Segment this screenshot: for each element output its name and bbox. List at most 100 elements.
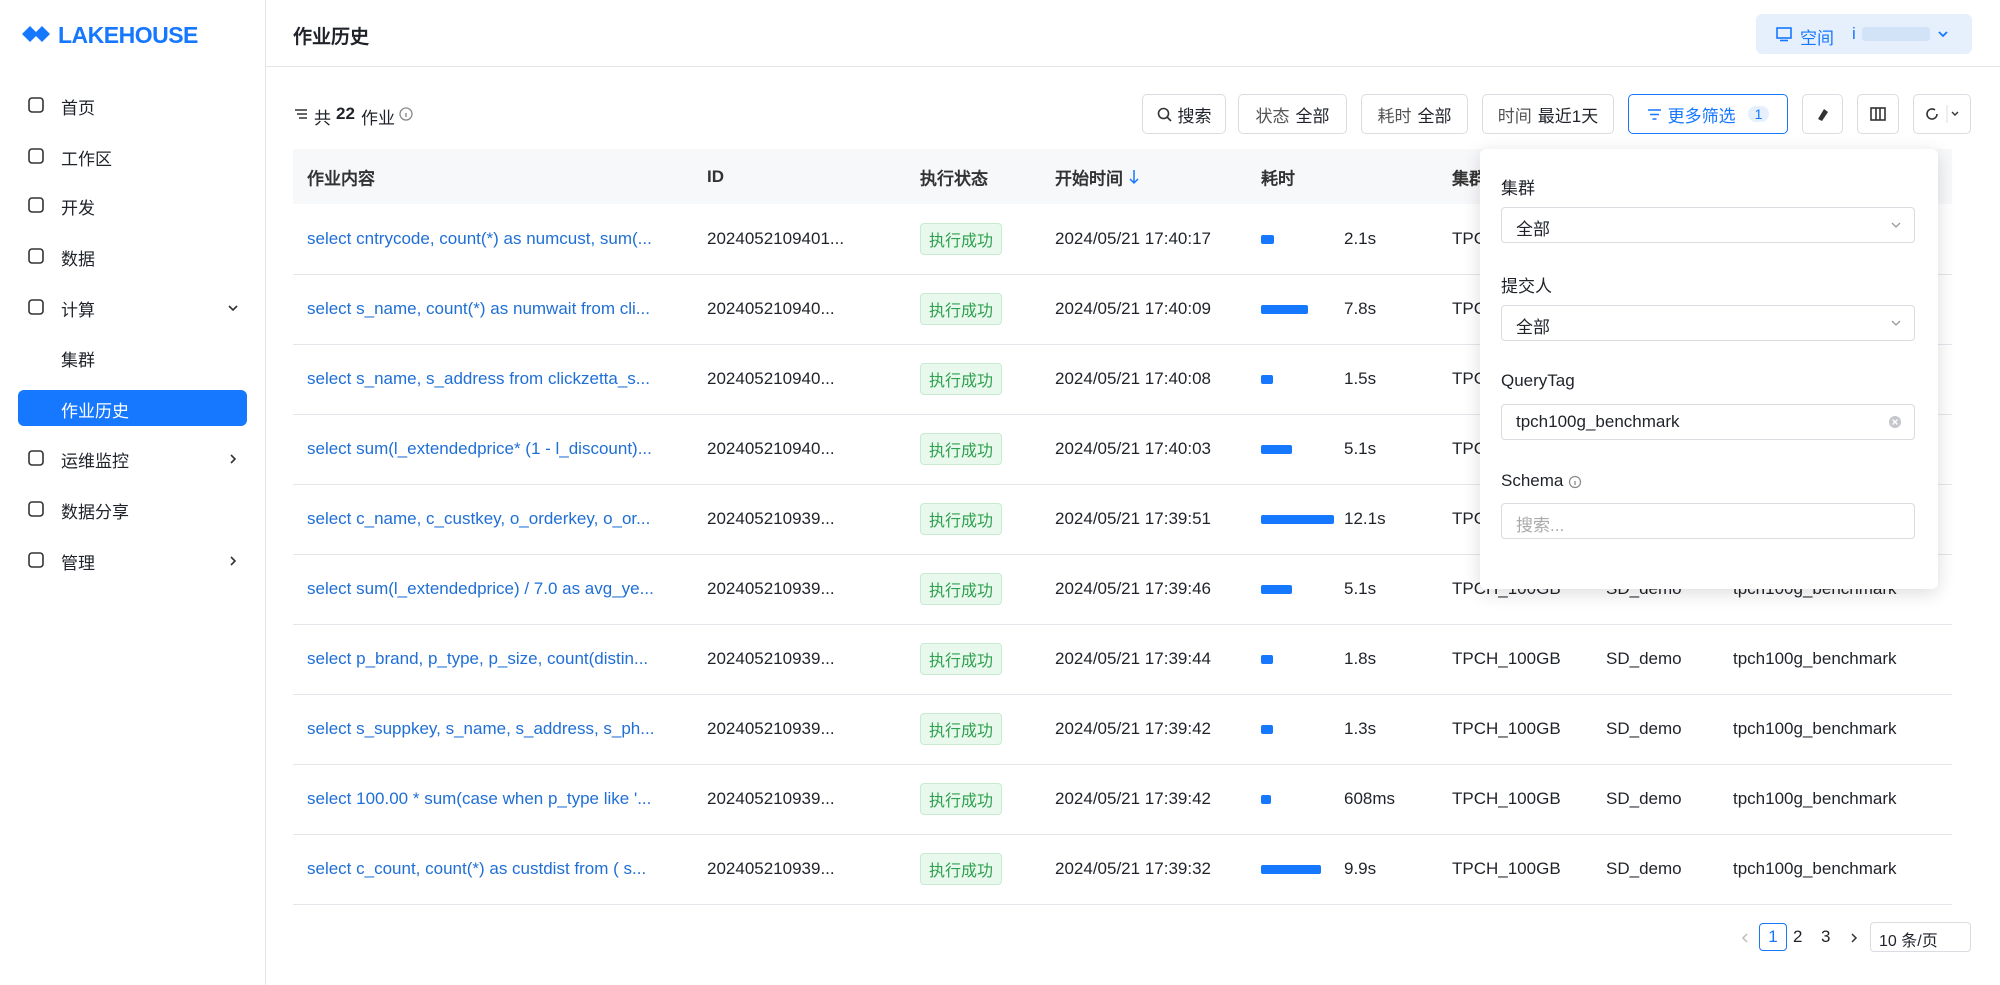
nav-item[interactable]: 工作区 bbox=[61, 150, 112, 169]
space-name-mask bbox=[1862, 27, 1930, 41]
nav-icon-svg bbox=[28, 148, 44, 164]
list-icon bbox=[293, 106, 309, 122]
time-label: 时间 bbox=[1497, 106, 1532, 126]
cell-7: tpch100g_benchmark bbox=[1733, 719, 1897, 738]
cell-7: tpch100g_benchmark bbox=[1733, 789, 1897, 808]
page-next bbox=[1847, 930, 1861, 944]
nav-item[interactable]: 管理 bbox=[61, 554, 95, 573]
job-sql-link[interactable]: select s_name, s_address from clickzetta… bbox=[307, 369, 650, 388]
nav-item[interactable]: 运维监控 bbox=[61, 452, 129, 471]
cell-1: 2024052109401... bbox=[707, 229, 845, 248]
column-header: 集群 bbox=[1452, 169, 1486, 189]
clean-icon bbox=[1817, 109, 1828, 121]
duration-bar bbox=[1261, 305, 1308, 314]
cell-3: 2024/05/21 17:39:44 bbox=[1055, 649, 1211, 668]
status-label: 状态 bbox=[1255, 106, 1290, 126]
search-icon bbox=[1157, 107, 1172, 122]
job-sql-link[interactable]: select sum(l_extendedprice* (1 - l_disco… bbox=[307, 439, 652, 458]
status-badge: 执行成功 bbox=[920, 433, 1003, 465]
nav-item[interactable]: 集群 bbox=[61, 351, 95, 370]
icon-button[interactable] bbox=[1802, 94, 1843, 134]
filter-select[interactable]: tpch100g_benchmark bbox=[1501, 404, 1915, 440]
cell-1: 202405210939... bbox=[707, 789, 835, 808]
status-badge: 执行成功 bbox=[920, 573, 1003, 605]
status-badge: 执行成功 bbox=[920, 503, 1003, 535]
status-badge: 执行成功 bbox=[920, 853, 1003, 885]
info-icon-svg bbox=[399, 107, 413, 121]
icon-button[interactable] bbox=[1913, 94, 1971, 134]
job-count: 22 bbox=[336, 104, 355, 123]
page-number[interactable]: 3 bbox=[1821, 927, 1831, 946]
filter-input[interactable]: 搜索... bbox=[1501, 503, 1915, 539]
duration: 1.3s bbox=[1344, 719, 1377, 738]
column-header: 耗时 bbox=[1261, 169, 1295, 189]
page-prev bbox=[1738, 930, 1752, 944]
status-badge: 执行成功 bbox=[920, 783, 1003, 815]
duration: 1.8s bbox=[1344, 649, 1377, 668]
nav-item[interactable]: 作业历史 bbox=[61, 402, 129, 421]
status-badge: 执行成功 bbox=[920, 363, 1003, 395]
duration-bar bbox=[1261, 655, 1273, 664]
nav-item[interactable]: 计算 bbox=[61, 301, 95, 320]
nav-icon bbox=[27, 247, 45, 265]
cell-3: 2024/05/21 17:39:32 bbox=[1055, 859, 1211, 878]
duration-bar bbox=[1261, 445, 1292, 454]
cell-7: tpch100g_benchmark bbox=[1733, 649, 1897, 668]
nav-icon-svg bbox=[28, 299, 44, 315]
job-sql-link[interactable]: select c_name, c_custkey, o_orderkey, o_… bbox=[307, 509, 651, 528]
cell-5: TPCH_100GB bbox=[1452, 789, 1561, 808]
nav-icon bbox=[27, 449, 45, 467]
job-sql-link[interactable]: select s_name, count(*) as numwait from … bbox=[307, 299, 650, 318]
status-filter[interactable]: 状态 全部 bbox=[1238, 94, 1347, 134]
count-suffix: 作业 bbox=[361, 109, 395, 128]
filter-select[interactable]: 全部 bbox=[1501, 305, 1915, 341]
duration: 9.9s bbox=[1344, 859, 1377, 878]
refresh-icon bbox=[1926, 105, 1959, 123]
job-sql-link[interactable]: select s_suppkey, s_name, s_address, s_p… bbox=[307, 719, 655, 738]
job-sql-link[interactable]: select cntrycode, count(*) as numcust, s… bbox=[307, 229, 652, 248]
duration-label: 耗时 bbox=[1377, 106, 1412, 126]
row-divider bbox=[293, 414, 1952, 415]
nav-icon-svg bbox=[28, 552, 44, 568]
nav-icon bbox=[27, 147, 45, 165]
space-label: 空间 bbox=[1800, 29, 1834, 48]
column-header: 开始时间 bbox=[1055, 169, 1123, 189]
filter-value: 全部 bbox=[1516, 220, 1550, 239]
more-filters-button[interactable]: 更多筛选 1 bbox=[1628, 94, 1788, 134]
column-header: 作业内容 bbox=[307, 169, 375, 189]
row-divider bbox=[293, 274, 1952, 275]
cell-5: TPCH_100GB bbox=[1452, 649, 1561, 668]
nav-item[interactable]: 数据分享 bbox=[61, 503, 129, 522]
cell-1: 202405210939... bbox=[707, 859, 835, 878]
nav-icon-svg bbox=[28, 97, 44, 113]
row-divider bbox=[293, 554, 1952, 555]
icon-button[interactable] bbox=[1857, 94, 1899, 134]
cell-7: tpch100g_benchmark bbox=[1733, 859, 1897, 878]
select-arrow bbox=[1891, 320, 1901, 326]
cell-6: SD_demo bbox=[1606, 649, 1682, 668]
nav-item[interactable]: 数据 bbox=[61, 250, 95, 269]
search-button[interactable]: 搜索 bbox=[1142, 94, 1226, 134]
job-sql-link[interactable]: select p_brand, p_type, p_size, count(di… bbox=[307, 649, 649, 668]
row-divider bbox=[293, 344, 1952, 345]
duration: 12.1s bbox=[1344, 509, 1386, 528]
cell-6: SD_demo bbox=[1606, 719, 1682, 738]
nav-icon-svg bbox=[28, 248, 44, 264]
time-filter[interactable]: 时间 最近1天 bbox=[1482, 94, 1614, 134]
nav-item[interactable]: 开发 bbox=[61, 199, 95, 218]
nav-item[interactable]: 首页 bbox=[61, 99, 95, 118]
page-number[interactable]: 2 bbox=[1793, 927, 1803, 946]
clear-icon[interactable] bbox=[1888, 415, 1902, 429]
page-number[interactable]: 1 bbox=[1759, 923, 1787, 951]
filter-select[interactable]: 全部 bbox=[1501, 207, 1915, 243]
nav-icon-svg bbox=[28, 501, 44, 517]
status-value: 全部 bbox=[1295, 106, 1330, 126]
page-title: 作业历史 bbox=[293, 27, 370, 48]
job-sql-link[interactable]: select sum(l_extendedprice) / 7.0 as avg… bbox=[307, 579, 654, 598]
filter-label: Schema bbox=[1501, 471, 1564, 490]
job-sql-link[interactable]: select c_count, count(*) as custdist fro… bbox=[307, 859, 647, 878]
job-sql-link[interactable]: select 100.00 * sum(case when p_type lik… bbox=[307, 789, 652, 808]
duration-filter[interactable]: 耗时 全部 bbox=[1361, 94, 1468, 134]
page-size-select[interactable]: 10 条/页 bbox=[1870, 922, 1971, 952]
